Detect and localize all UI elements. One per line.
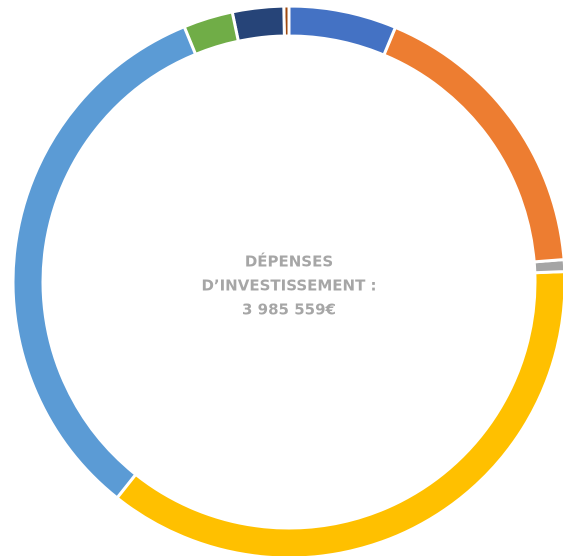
donut-segment xyxy=(230,4,286,44)
center-text: DÉPENSES xyxy=(245,252,333,271)
center-text: D’INVESTISSEMENT : xyxy=(201,277,376,295)
donut-segment xyxy=(115,270,563,556)
donut-segment xyxy=(182,10,241,57)
donut-segment xyxy=(11,24,198,501)
donut-segment xyxy=(287,4,398,57)
donut-segment xyxy=(381,25,563,264)
center-text: 3 985 559€ xyxy=(242,301,336,319)
